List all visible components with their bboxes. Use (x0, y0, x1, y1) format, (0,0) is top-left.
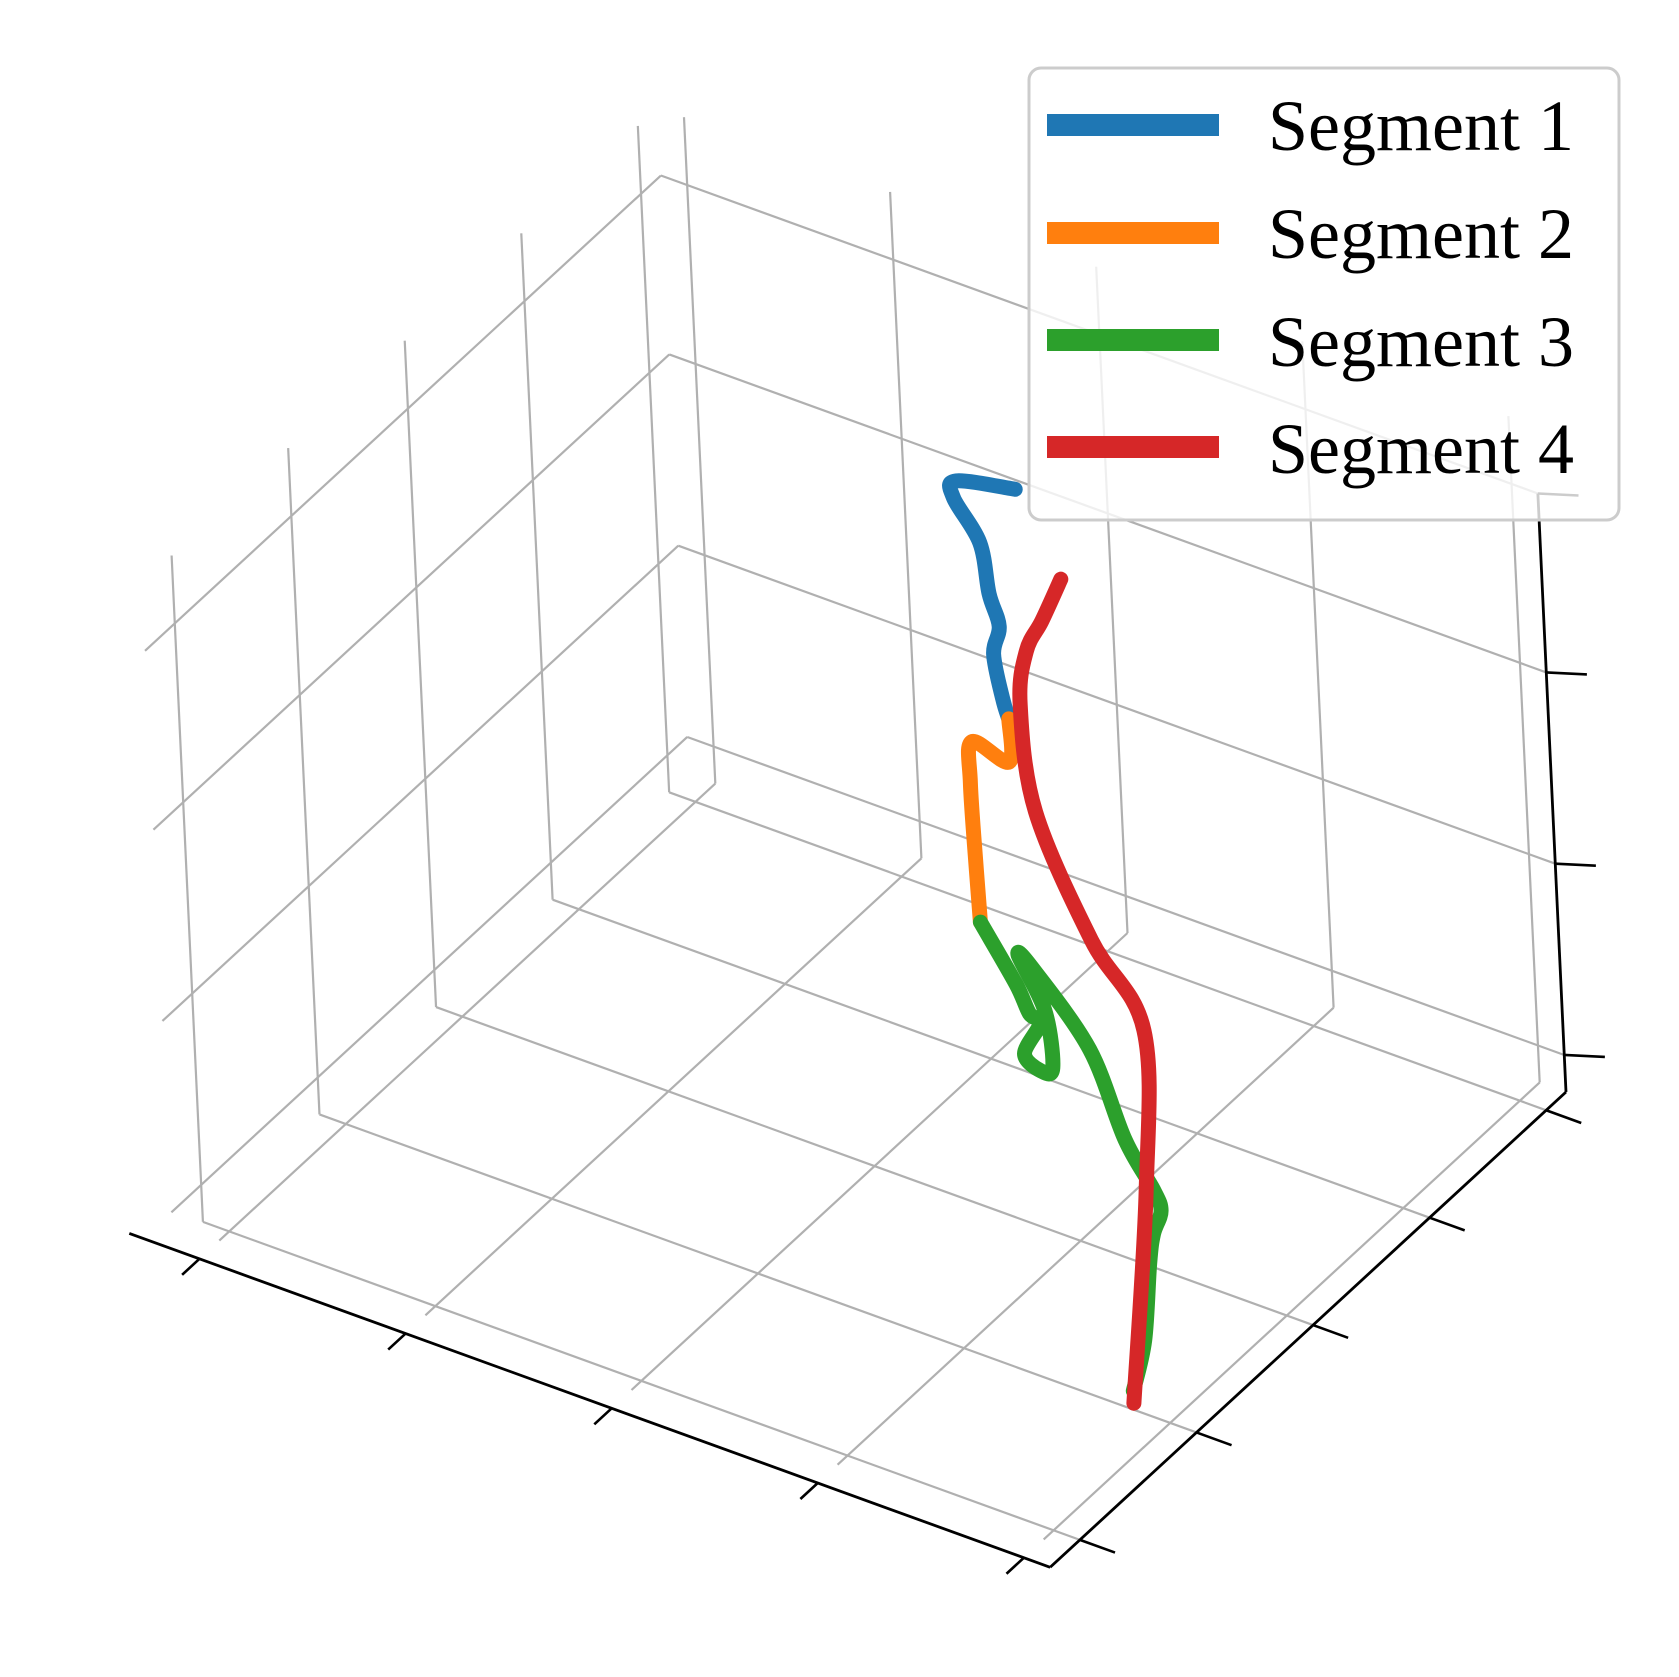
z-axis-line (1536, 493, 1568, 1093)
legend-entry-1: Segment 1 (1047, 86, 1574, 166)
x-tick-4 (1005, 1556, 1025, 1575)
series-line-2 (960, 711, 1020, 930)
legend: Segment 1 Segment 2 Segment 3 Segment 4 (1027, 66, 1621, 522)
y-tick-0 (1079, 1538, 1116, 1554)
x-tick-2 (593, 1407, 613, 1426)
legend-label-1: Segment 1 (1268, 86, 1574, 166)
x-tick-1 (387, 1332, 407, 1351)
floor-grid-y-0 (202, 1220, 1081, 1541)
legend-entry-2: Segment 2 (1047, 194, 1574, 274)
left-grid-y-1 (287, 448, 321, 1115)
left-grid-y-3 (520, 233, 554, 900)
back-grid-x-4 (1507, 416, 1541, 1083)
left-grid-z-2 (152, 353, 671, 831)
series-line-3 (972, 914, 1169, 1399)
series-line-4 (1012, 571, 1157, 1411)
x-tick-0 (181, 1257, 201, 1276)
legend-entry-4: Segment 4 (1047, 409, 1574, 489)
floor-grid-y-4 (668, 791, 1547, 1112)
floor-grid-y-3 (552, 898, 1430, 1219)
back-grid-x-1 (888, 191, 923, 859)
series-line-1 (942, 473, 1023, 727)
y-tick-2 (1312, 1323, 1349, 1340)
floor-grid-y-1 (319, 1113, 1197, 1434)
y-axis-line (1049, 1090, 1567, 1569)
legend-label-2: Segment 2 (1268, 194, 1574, 274)
y-tick-3 (1429, 1216, 1466, 1232)
legend-entry-3: Segment 3 (1047, 302, 1574, 382)
left-grid-y-4 (636, 125, 671, 793)
y-tick-1 (1196, 1431, 1233, 1447)
floor-grid-x-1 (424, 857, 923, 1317)
floor-grid-x-0 (218, 782, 717, 1242)
z-tick-2 (1546, 671, 1587, 676)
left-grid-z-1 (161, 544, 680, 1022)
back-grid-z-1 (677, 544, 1556, 865)
floor-grid-x-4 (1042, 1081, 1541, 1541)
left-grid-y-2 (403, 340, 438, 1008)
left-grid-y-0 (170, 555, 205, 1222)
left-grid-z-3 (144, 174, 662, 652)
legend-label-3: Segment 3 (1268, 302, 1574, 382)
legend-frame (1027, 66, 1621, 522)
legend-label-4: Segment 4 (1268, 409, 1574, 489)
back-grid-x-0 (682, 117, 717, 784)
x-axis-line (128, 1232, 1051, 1569)
floor-grid-x-3 (836, 1006, 1335, 1466)
x-tick-3 (799, 1482, 819, 1500)
back-grid-z-0 (686, 735, 1565, 1057)
left-grid-z-0 (170, 736, 689, 1214)
z-tick-1 (1555, 862, 1596, 867)
z-tick-0 (1564, 1053, 1605, 1059)
axes (128, 492, 1605, 1575)
legend-entries: Segment 1 Segment 2 Segment 3 Segment 4 (1047, 86, 1574, 489)
y-tick-4 (1545, 1109, 1582, 1125)
series-layer (942, 473, 1169, 1411)
floor-grid-y-2 (435, 1006, 1314, 1327)
